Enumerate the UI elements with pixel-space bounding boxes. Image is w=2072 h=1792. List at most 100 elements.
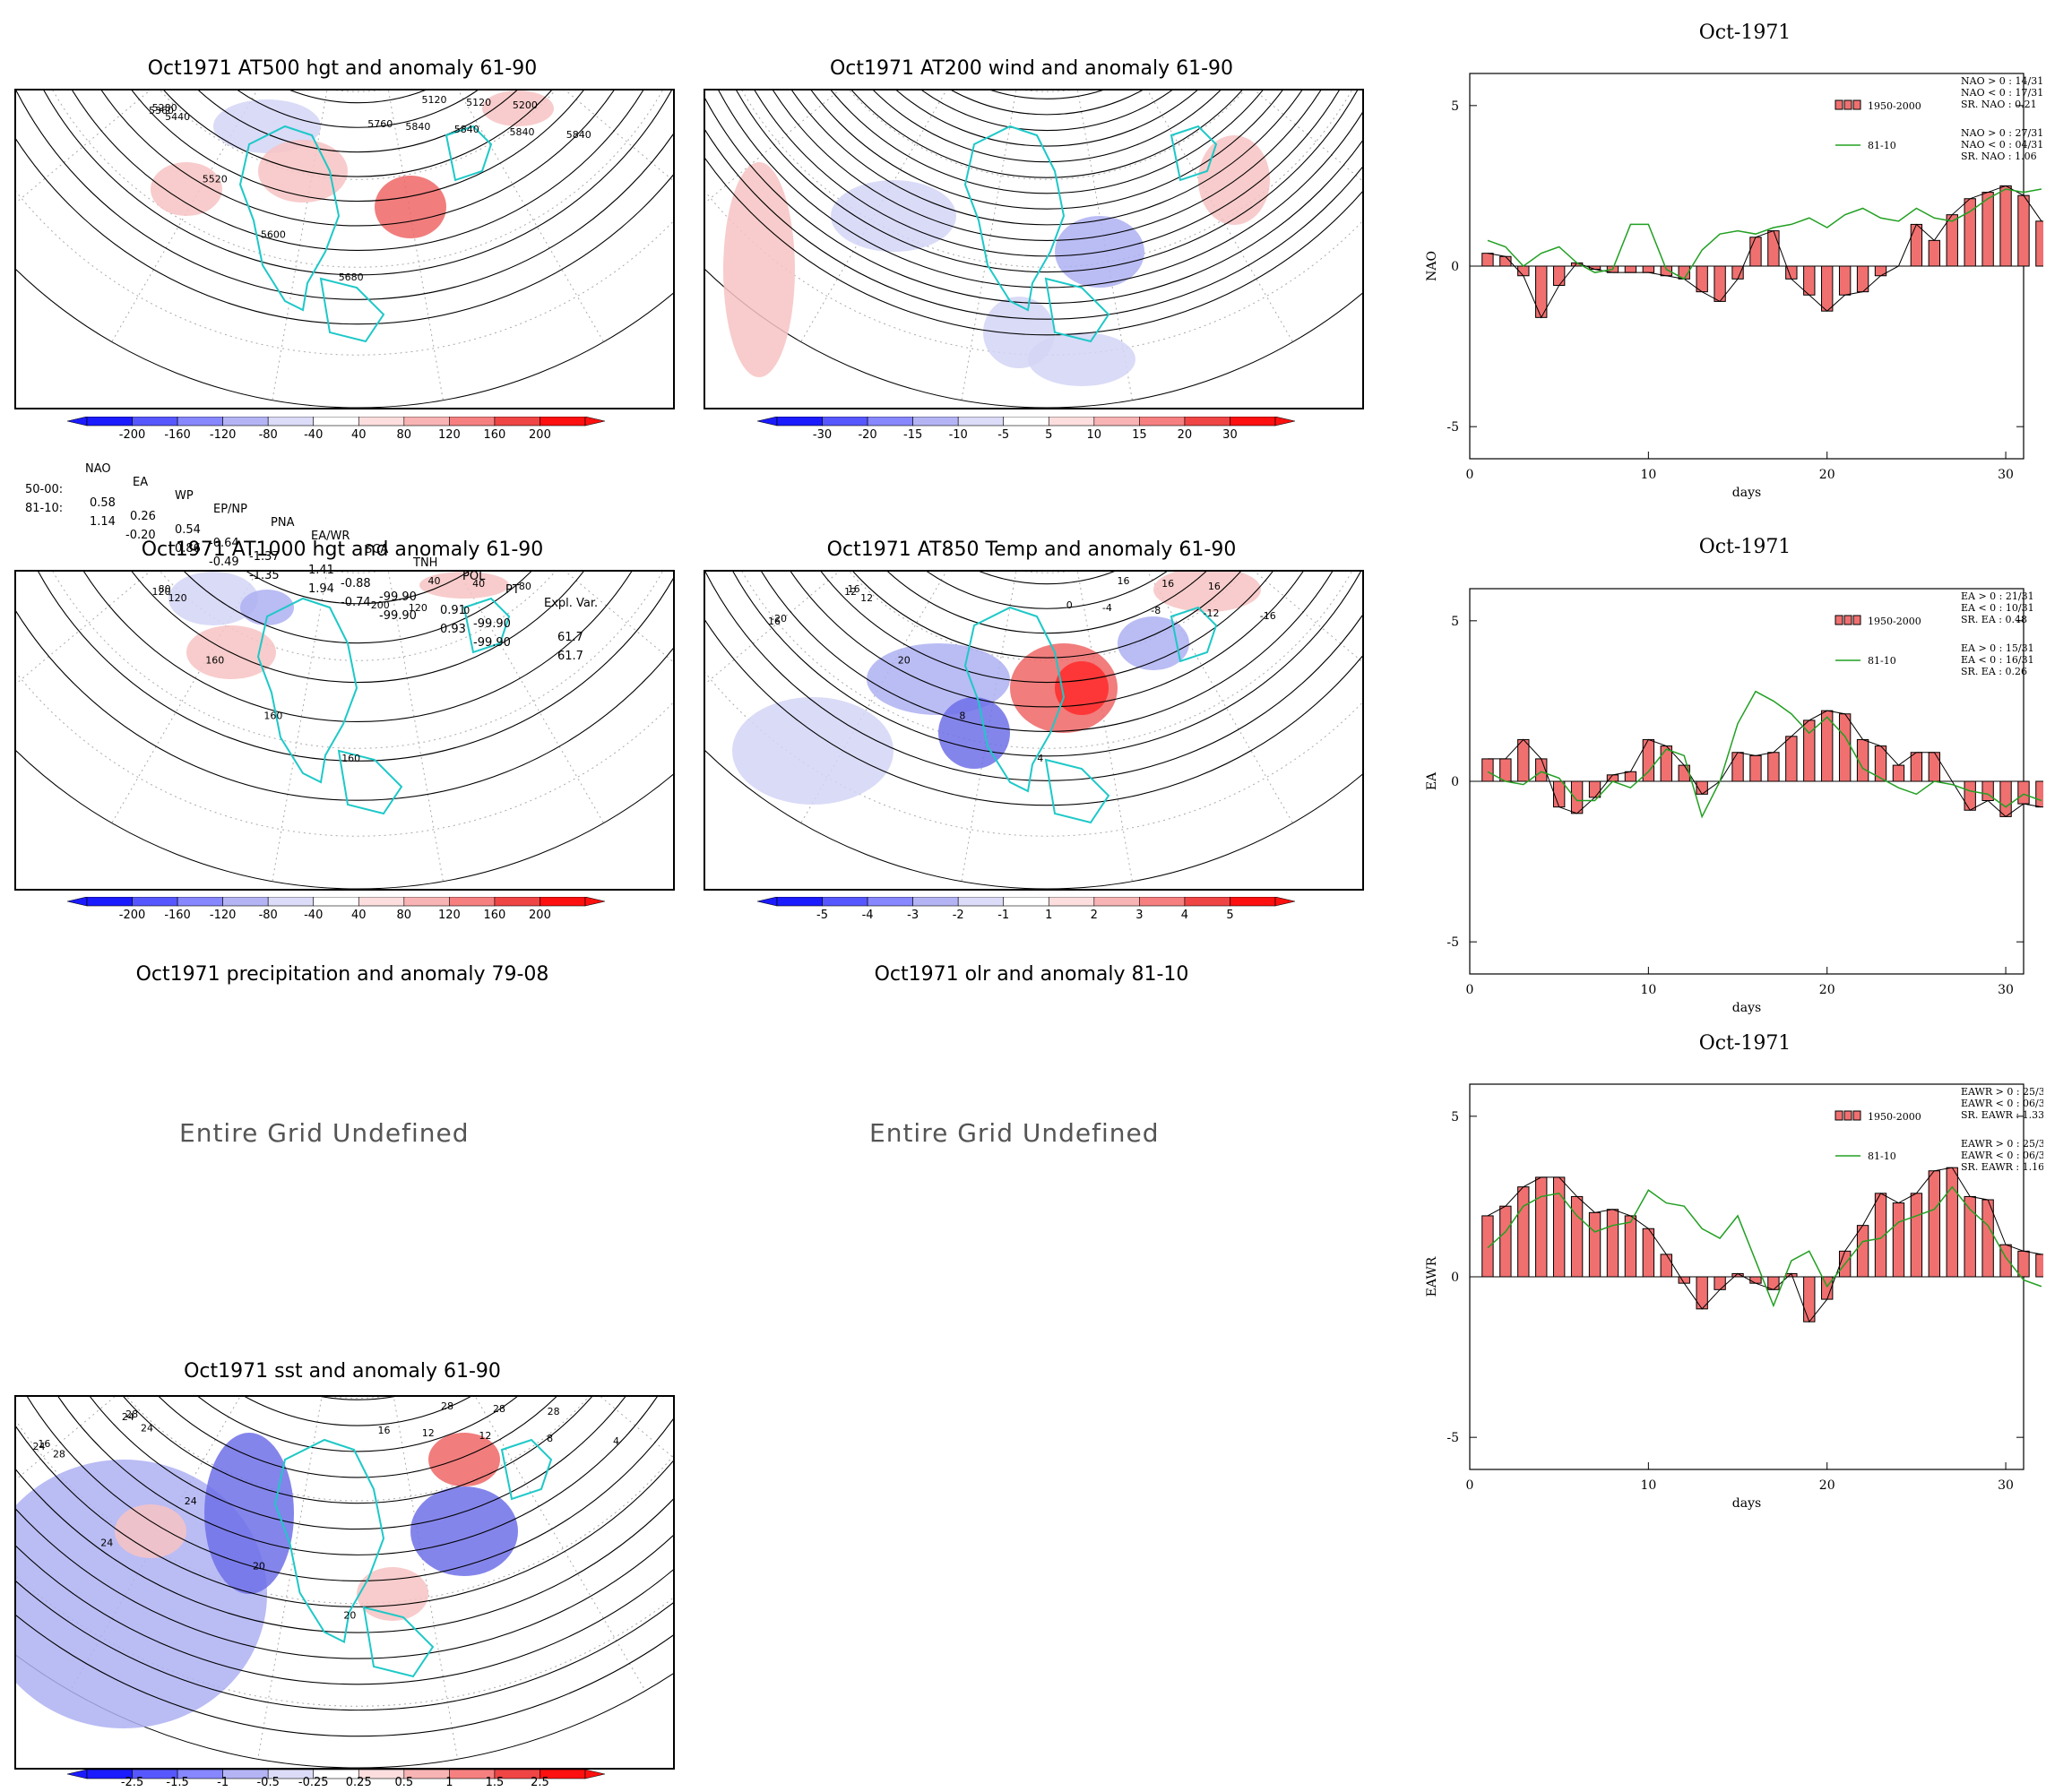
colorbar-tick-label: 1 [445, 1776, 453, 1789]
colorbar-swatch [1230, 417, 1276, 426]
colorbar-tick-label: 4 [1181, 909, 1188, 922]
continent-outline [319, 277, 385, 343]
hdr-expl: Expl. Var. [544, 597, 599, 610]
hdr-wp: WP [175, 489, 194, 503]
bar [1660, 1254, 1672, 1278]
contour-line [43, 90, 672, 276]
bar [1838, 265, 1852, 296]
contour-label: 160 [205, 655, 224, 667]
anomaly-shading [1118, 616, 1189, 670]
continent-outline [1044, 277, 1110, 343]
contour-line [736, 90, 1358, 272]
contour-label: 12 [860, 592, 873, 604]
series-line-81-10 [1487, 188, 2042, 280]
contour-line [705, 97, 1362, 304]
colorbar-swatch [822, 417, 868, 426]
colorbar-swatch [86, 897, 133, 907]
anomaly-shading [357, 1567, 428, 1621]
contour-line [921, 90, 1173, 131]
legend-stat: EAWR < 0 : 06/31 [1961, 1098, 2043, 1109]
contour-label: -4 [1102, 602, 1112, 614]
colorbar-tick-label: -10 [949, 428, 968, 442]
x-tick-label: 10 [1640, 1478, 1656, 1493]
colorbar-swatch [540, 417, 586, 426]
contour-line [16, 1426, 673, 1607]
colorbar-left-arrow [66, 417, 88, 426]
meridian-line [1254, 572, 1362, 663]
colorbar-swatch [1003, 897, 1049, 907]
row-value: 0.26 [130, 510, 156, 523]
colorbar-swatch [222, 897, 269, 907]
contour-label: 28 [441, 1400, 453, 1412]
row-value: -99.90 [473, 636, 511, 650]
colorbar-tick-label: -30 [813, 428, 832, 442]
legend-bar-swatch [1835, 99, 1843, 110]
colorbar-swatch [358, 417, 405, 426]
row-value: -99.90 [379, 609, 417, 623]
legend-stat: SR. EA : 0.26 [1961, 666, 2027, 677]
x-tick-label: 20 [1819, 468, 1835, 482]
colorbar-tick-label: 200 [529, 428, 551, 442]
y-tick-label: 5 [1451, 99, 1459, 114]
meridian-line [961, 90, 1017, 401]
bar [1481, 758, 1494, 782]
colorbar-left-arrow [66, 897, 88, 907]
bar [1803, 1276, 1816, 1322]
anomaly-shading [938, 697, 1010, 769]
colorbar-swatch [822, 897, 868, 907]
continent-outline [1170, 125, 1218, 182]
colorbar-swatch [1048, 417, 1095, 426]
row-value: -0.64 [209, 537, 239, 550]
contour-label: 5200 [513, 99, 538, 111]
bar [1856, 1225, 1869, 1278]
contour-line [850, 90, 1243, 178]
contour-line [979, 572, 1116, 585]
ea-chart-title: Oct-1971 [1698, 536, 1791, 558]
bar [1981, 1199, 1994, 1278]
legend-bar-swatch [1835, 1110, 1843, 1121]
contour-line [244, 1397, 471, 1426]
bar-outline-line [1487, 1167, 2042, 1323]
bar [1731, 265, 1744, 280]
row-value: -0.20 [125, 529, 156, 542]
colorbar-tick-label: -80 [259, 428, 278, 442]
colorbar-swatch [1093, 897, 1140, 907]
bar [1696, 265, 1708, 293]
map-title-1000hgt: Oct1971 AT1000 hgt and anomaly 61-90 [141, 538, 544, 561]
contour-line [16, 1508, 673, 1659]
colorbar-tick-label: -5 [816, 909, 828, 922]
bar [1714, 1276, 1726, 1290]
colorbar-tick-label: 0.5 [394, 1776, 413, 1789]
continent-outline [273, 1438, 385, 1643]
anomaly-shading [1153, 572, 1261, 612]
contour-label: 16 [38, 1438, 50, 1450]
index-table-row: 50-00: 0.58 0.26 0.54 -0.64 -1.37 1.41 -… [25, 470, 583, 658]
bar [1481, 253, 1494, 267]
contour-line [831, 90, 1264, 194]
meridian-line [387, 572, 444, 882]
contour-label: 12 [422, 1427, 435, 1439]
anomaly-shading [1198, 135, 1270, 225]
contour-label: 80 [519, 581, 531, 592]
meridian-line [111, 90, 258, 342]
meridian-line [475, 1397, 646, 1692]
contour-line [16, 90, 673, 300]
anomaly-shading [410, 1486, 518, 1576]
colorbar-tick-label: 80 [397, 428, 412, 442]
colorbar-tick-label: -3 [907, 909, 919, 922]
colorbar-swatch [957, 417, 1005, 426]
contour-label: 20 [343, 1610, 356, 1622]
contour-line [705, 572, 1362, 781]
legend-stat: SR. NAO : 1.06 [1961, 151, 2037, 162]
bar [2017, 1250, 2030, 1278]
y-tick-label: -5 [1446, 420, 1459, 435]
anomaly-shading [151, 162, 222, 216]
meridian-line [1146, 90, 1293, 342]
map-500hgt: 5120 5120 5200 5280 5360 5440 5520 5600 5680 5760… [14, 89, 675, 409]
x-tick-label: 30 [1998, 983, 2014, 997]
eawr-chart-title: Oct-1971 [1698, 1032, 1791, 1055]
contour-line [72, 90, 644, 251]
row-value: -0.49 [209, 556, 239, 569]
bar [1749, 1276, 1762, 1284]
legend-line-label: 81-10 [1868, 1150, 1896, 1162]
